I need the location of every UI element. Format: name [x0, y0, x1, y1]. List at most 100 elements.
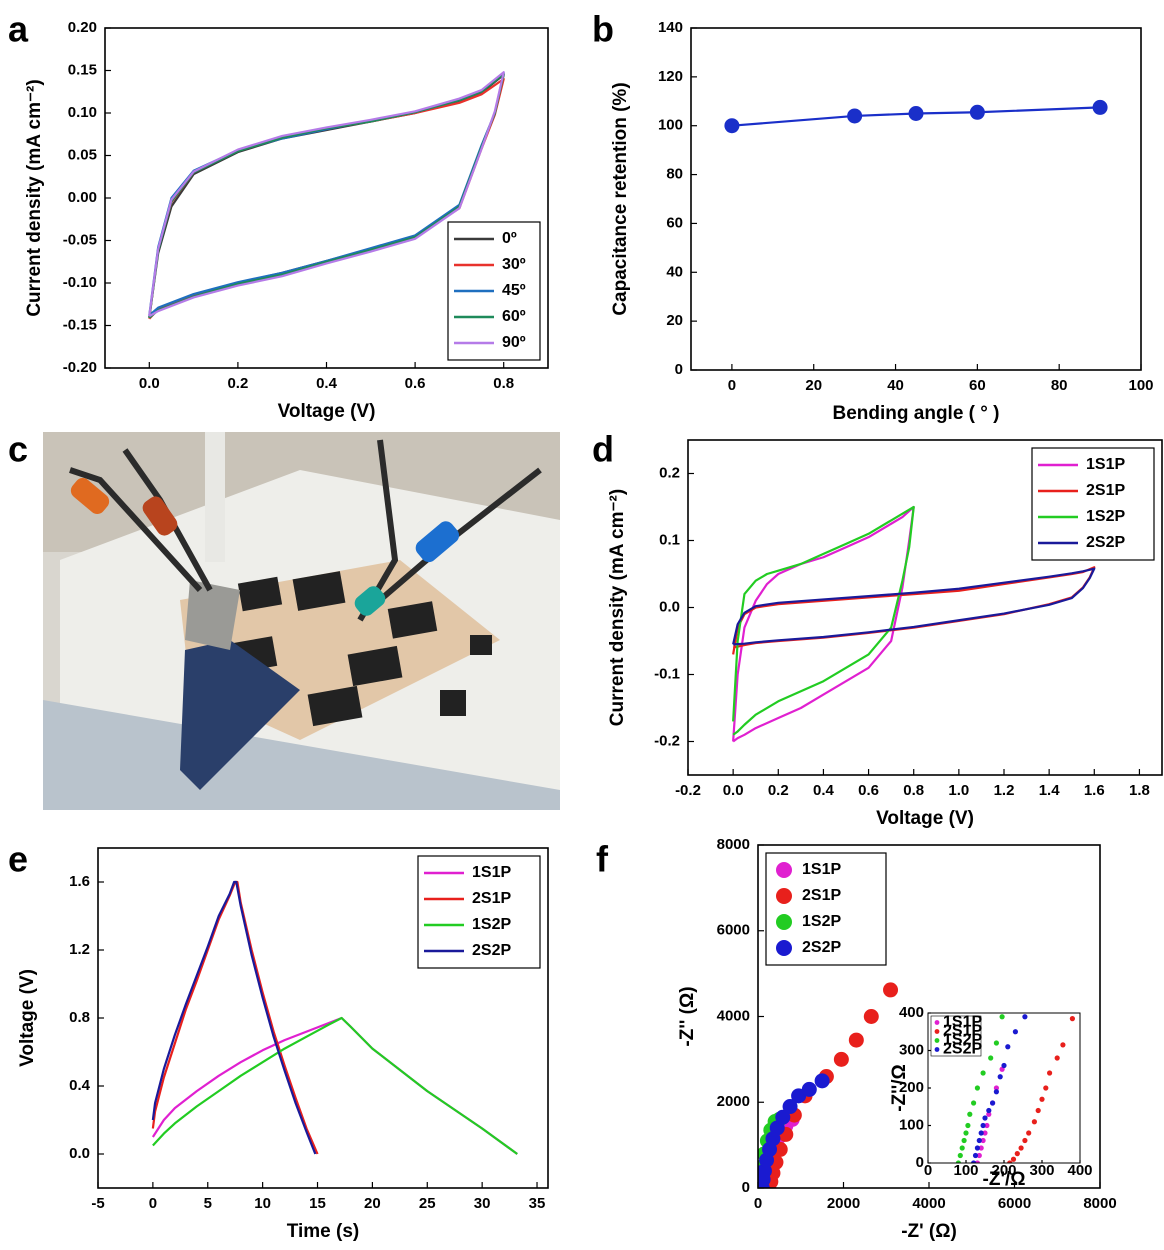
- data-point: [997, 1074, 1003, 1080]
- x-tick-label: 5: [204, 1195, 212, 1212]
- legend-marker: [776, 914, 792, 930]
- legend-label: 30º: [502, 256, 526, 273]
- data-point: [772, 1141, 788, 1157]
- data-point: [1035, 1107, 1041, 1114]
- y-tick-label: 0: [916, 1154, 924, 1171]
- data-point: [814, 1073, 830, 1089]
- data-point: [982, 1130, 988, 1136]
- data-point: [1060, 1042, 1066, 1048]
- x-tick-label: 0: [754, 1195, 762, 1212]
- data-point: [1031, 1119, 1037, 1125]
- data-point: [969, 104, 985, 120]
- legend-marker: [776, 888, 792, 904]
- y-tick-label: 0.10: [68, 104, 97, 121]
- plot-frame: [687, 439, 1163, 776]
- x-tick-label: 0.0: [139, 375, 160, 392]
- panel-label: d: [592, 429, 614, 470]
- x-tick-label: 0.4: [316, 375, 338, 392]
- data-point: [1005, 1044, 1011, 1050]
- data-point: [980, 1122, 986, 1129]
- y-tick-label: -0.2: [654, 732, 680, 749]
- x-tick-label: 1.2: [994, 782, 1015, 799]
- x-axis-title: Voltage (V): [278, 401, 376, 422]
- x-tick-label: 80: [1051, 377, 1068, 394]
- photo-clip: [185, 580, 240, 650]
- photo-plug: [354, 586, 386, 616]
- data-point: [908, 106, 924, 121]
- data-point: [978, 1130, 984, 1136]
- x-tick-label: 200: [991, 1162, 1016, 1179]
- legend-label: 1S1P: [1086, 456, 1125, 473]
- x-axis-title: Bending angle ( ° ): [833, 403, 1000, 424]
- legend-label: 60º: [502, 308, 526, 325]
- x-axis-title: -Z' (Ω): [901, 1221, 957, 1242]
- data-point: [1039, 1096, 1045, 1102]
- data-point: [999, 1014, 1005, 1020]
- plot-area: [148, 71, 505, 320]
- data-point: [1026, 1130, 1032, 1136]
- y-tick-label: 4000: [717, 1007, 750, 1024]
- series-line: [152, 1016, 518, 1155]
- y-tick-label: 0.2: [659, 464, 680, 481]
- photo-clamp: [180, 640, 300, 790]
- photo-cable: [69, 467, 203, 593]
- y-tick-label: 0.00: [68, 189, 97, 206]
- legend-label: 1S1P: [943, 1014, 982, 1031]
- x-tick-label: 20: [364, 1195, 381, 1212]
- plot-frame: [927, 1012, 1081, 1164]
- legend-label: 1S2P: [1086, 508, 1125, 525]
- data-point: [801, 1081, 817, 1097]
- legend-label: 2S1P: [943, 1023, 982, 1040]
- panel-label: f: [596, 839, 609, 880]
- x-tick-label: 0: [728, 377, 736, 394]
- photo-plug: [70, 477, 110, 515]
- data-point: [959, 1145, 965, 1151]
- data-point: [974, 1085, 981, 1091]
- data-point: [863, 1009, 879, 1024]
- series-line: [732, 567, 1096, 646]
- x-tick-label: 10: [254, 1195, 271, 1212]
- data-point: [980, 1137, 986, 1144]
- x-tick-label: 100: [1128, 377, 1153, 394]
- y-tick-label: -0.10: [63, 274, 97, 291]
- photo-plug: [415, 521, 460, 563]
- chart-panel: b 0 20 40 60 80 100 0 20 40 60 80 100 120 140 Bending a…: [592, 9, 1154, 425]
- plot-frame: [690, 27, 1142, 371]
- series-line: [732, 566, 1096, 655]
- data-point: [1007, 1160, 1013, 1163]
- data-point: [963, 1130, 969, 1136]
- x-axis-title: Time (s): [287, 1221, 360, 1242]
- panel-label: e: [8, 839, 28, 880]
- data-point: [1012, 1029, 1019, 1035]
- photo: [43, 432, 560, 810]
- y-tick-label: 2000: [717, 1093, 750, 1110]
- legend-label: 2S1P: [802, 887, 841, 904]
- legend-label: 1S2P: [943, 1032, 982, 1049]
- data-point: [1022, 1014, 1028, 1020]
- y-tick-label: 80: [666, 166, 683, 183]
- data-point: [965, 1122, 971, 1129]
- legend-label: 2S2P: [943, 1041, 982, 1058]
- x-tick-label: 2000: [827, 1195, 860, 1212]
- data-point: [847, 108, 863, 124]
- data-point: [1069, 1016, 1075, 1022]
- inset-chart: 0 100 200 300 400 0 100 200 300 400 -Z'/Ω -Z''/Ω 1S1…: [889, 1004, 1093, 1190]
- legend-marker: [934, 1020, 940, 1025]
- y-tick-label: -0.1: [654, 665, 680, 682]
- y-tick-label: 0.15: [68, 61, 97, 78]
- plot-area: [732, 505, 1096, 743]
- legend-label: 1S2P: [802, 913, 841, 930]
- data-point: [1010, 1156, 1017, 1162]
- plot-area: [151, 880, 518, 1155]
- y-tick-label: 140: [658, 19, 683, 36]
- x-tick-label: 35: [529, 1195, 546, 1212]
- chart-panel: d -0.2 0.0 0.2 0.4 0.6 0.8 1.0 1.2 1.4 1.6 1.8 -0.2 -…: [592, 429, 1163, 829]
- x-tick-label: -0.2: [675, 782, 701, 799]
- data-point: [1001, 1062, 1007, 1069]
- legend-marker: [934, 1029, 940, 1034]
- y-tick-label: -0.15: [63, 316, 97, 333]
- data-point: [883, 982, 899, 998]
- y-tick-label: 0.05: [68, 146, 97, 163]
- data-point: [993, 1089, 1000, 1095]
- x-tick-label: 60: [969, 377, 986, 394]
